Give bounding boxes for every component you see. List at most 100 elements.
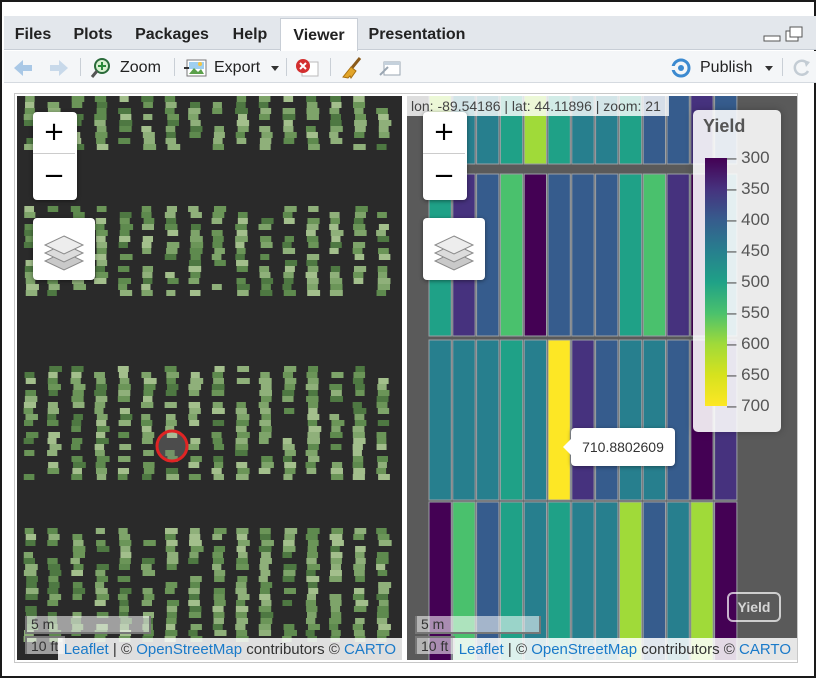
satellite-map[interactable]: + − 5 m 10 ft Leaflet | © OpenStreetMap … bbox=[17, 96, 402, 660]
tab-packages[interactable]: Packages bbox=[135, 26, 209, 43]
export-button[interactable]: Export bbox=[184, 57, 282, 79]
yield-plot-cell[interactable] bbox=[571, 173, 595, 337]
yield-plot-cell[interactable] bbox=[547, 339, 571, 501]
carto-link[interactable]: CARTO bbox=[739, 641, 791, 658]
minimize-icon[interactable] bbox=[762, 26, 806, 44]
yield-plot-cell[interactable] bbox=[666, 501, 690, 660]
legend-tick-label: – 400 bbox=[727, 210, 770, 229]
yield-plot-cell[interactable] bbox=[523, 501, 547, 660]
yield-plot-cell[interactable] bbox=[642, 339, 666, 501]
zoom-out-button[interactable]: − bbox=[433, 161, 455, 191]
yield-plot-cell[interactable] bbox=[499, 501, 524, 660]
carto-link[interactable]: CARTO bbox=[344, 641, 396, 658]
yield-plot-cell[interactable] bbox=[523, 339, 547, 501]
layers-control-button[interactable] bbox=[33, 218, 95, 280]
attribution-text: contributors © bbox=[242, 641, 345, 658]
yield-plot-cell[interactable] bbox=[547, 501, 571, 660]
zoom-in-button[interactable]: + bbox=[423, 112, 465, 154]
legend-tick-label: – 500 bbox=[727, 272, 770, 291]
stop-button[interactable] bbox=[294, 57, 320, 79]
legend-tick-label: – 550 bbox=[727, 303, 770, 322]
export-label: Export bbox=[214, 59, 261, 76]
legend-tick-label: – 300 bbox=[727, 148, 770, 167]
osm-link[interactable]: OpenStreetMap bbox=[136, 641, 243, 658]
legend-color-ramp bbox=[705, 158, 727, 406]
tab-files[interactable]: Files bbox=[14, 26, 52, 43]
yield-plot-cell[interactable] bbox=[595, 339, 619, 501]
refresh-button[interactable] bbox=[790, 57, 812, 79]
map-attribution: Leaflet | © OpenStreetMap contributors ©… bbox=[57, 638, 402, 660]
yield-plot-cell[interactable] bbox=[595, 173, 619, 337]
map-attribution: Leaflet | © OpenStreetMap contributors ©… bbox=[452, 638, 797, 660]
chevron-down-icon bbox=[271, 66, 280, 71]
toolbar-divider bbox=[782, 58, 783, 76]
yield-plot-cell[interactable] bbox=[452, 501, 476, 660]
leaflet-link[interactable]: Leaflet bbox=[458, 641, 504, 658]
publish-icon bbox=[668, 58, 691, 78]
yield-plot-cell[interactable] bbox=[571, 339, 595, 501]
publish-button[interactable]: Publish bbox=[668, 57, 776, 79]
leaflet-link[interactable]: Leaflet bbox=[63, 641, 109, 658]
legend-tick-label: – 700 bbox=[727, 396, 770, 415]
tab-presentation[interactable]: Presentation bbox=[368, 26, 466, 43]
yield-plot-cell[interactable] bbox=[642, 173, 666, 337]
yield-plot-cell[interactable] bbox=[523, 173, 547, 337]
forward-button[interactable] bbox=[48, 57, 70, 79]
popout-button[interactable] bbox=[378, 57, 402, 79]
attribution-text: contributors © bbox=[637, 641, 740, 658]
tab-help[interactable]: Help bbox=[232, 26, 268, 43]
yield-plot-cell[interactable] bbox=[571, 501, 595, 660]
scale-metric: 5 m bbox=[25, 616, 151, 634]
pane-tab-bar: Files Plots Packages Help Viewer Present… bbox=[4, 16, 816, 51]
yield-plot-cell[interactable] bbox=[618, 339, 643, 501]
location-marker[interactable] bbox=[155, 429, 189, 463]
yield-plot-cell[interactable] bbox=[618, 501, 643, 660]
scale-imperial: 10 ft bbox=[415, 636, 455, 654]
yield-plot-cell[interactable] bbox=[499, 339, 524, 501]
yield-plot-cell[interactable] bbox=[666, 173, 690, 337]
yield-tooltip: 710.8802609 bbox=[563, 428, 675, 466]
yield-plot-cell[interactable] bbox=[690, 501, 714, 660]
toolbar-divider bbox=[330, 58, 331, 76]
legend-tick-label: – 600 bbox=[727, 334, 770, 353]
legend-title: Yield bbox=[703, 116, 746, 136]
zoom-out-button[interactable]: − bbox=[43, 161, 65, 191]
clear-button[interactable] bbox=[340, 57, 364, 79]
yield-plot-cell[interactable] bbox=[642, 501, 666, 660]
yield-plot-cell[interactable] bbox=[666, 339, 690, 501]
export-image-icon bbox=[184, 59, 207, 77]
zoom-control: + − bbox=[33, 112, 77, 200]
yield-plot-cell[interactable] bbox=[476, 339, 500, 501]
scale-metric: 5 m bbox=[415, 616, 541, 634]
yield-plot-cell[interactable] bbox=[547, 173, 571, 337]
yield-legend: Yield – 300 – 350 – 400 – 450 – 500 – 550 – 60… bbox=[693, 110, 781, 432]
yield-plot-cell[interactable] bbox=[452, 339, 476, 501]
layers-icon bbox=[43, 235, 85, 271]
yield-plot-cell[interactable] bbox=[666, 96, 690, 165]
yield-plot-cell[interactable] bbox=[618, 173, 643, 337]
satellite-imagery bbox=[23, 96, 392, 642]
yield-plot-cell[interactable] bbox=[428, 339, 452, 501]
scale-imperial: 10 ft bbox=[25, 636, 65, 654]
yield-plot-cell[interactable] bbox=[714, 501, 738, 660]
zoom-button[interactable]: Zoom bbox=[90, 57, 161, 79]
viewer-pane: + − 5 m 10 ft Leaflet | © OpenStreetMap … bbox=[14, 93, 798, 663]
back-button[interactable] bbox=[12, 57, 34, 79]
tab-plots[interactable]: Plots bbox=[73, 26, 113, 43]
yield-plot-cell[interactable] bbox=[499, 173, 524, 337]
attribution-separator: | © bbox=[108, 641, 137, 658]
layers-control-button[interactable] bbox=[423, 218, 485, 280]
magnifier-plus-icon bbox=[90, 58, 110, 78]
yield-layer-toggle-button[interactable]: Yield bbox=[727, 592, 781, 622]
back-arrow-icon bbox=[14, 60, 32, 76]
zoom-in-button[interactable]: + bbox=[33, 112, 75, 154]
chevron-down-icon bbox=[765, 66, 774, 71]
zoom-control: + − bbox=[423, 112, 467, 200]
yield-plot-cell[interactable] bbox=[476, 501, 500, 660]
tab-viewer[interactable]: Viewer bbox=[280, 18, 358, 51]
broom-icon bbox=[342, 57, 362, 79]
yield-map[interactable]: lon: -89.54186 | lat: 44.11896 | zoom: 2… bbox=[407, 96, 797, 660]
osm-link[interactable]: OpenStreetMap bbox=[531, 641, 638, 658]
yield-plot-cell[interactable] bbox=[595, 501, 619, 660]
stop-x-icon bbox=[296, 59, 319, 77]
